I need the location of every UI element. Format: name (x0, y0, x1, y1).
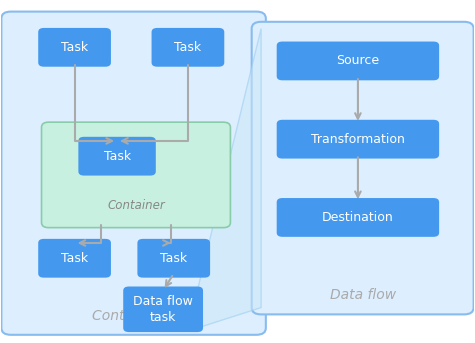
FancyBboxPatch shape (38, 239, 111, 277)
Text: Data flow
task: Data flow task (133, 295, 193, 324)
Text: Container: Container (107, 199, 165, 212)
FancyBboxPatch shape (1, 12, 266, 335)
FancyBboxPatch shape (41, 122, 230, 228)
FancyBboxPatch shape (123, 286, 203, 332)
Text: Source: Source (336, 55, 380, 68)
FancyBboxPatch shape (78, 137, 156, 176)
FancyBboxPatch shape (277, 120, 439, 158)
FancyBboxPatch shape (137, 239, 210, 277)
Text: Task: Task (61, 252, 88, 265)
Text: Control flow: Control flow (92, 309, 175, 323)
Text: Transformation: Transformation (311, 133, 405, 146)
Text: Task: Task (104, 150, 131, 163)
FancyBboxPatch shape (252, 22, 474, 315)
Text: Task: Task (160, 252, 187, 265)
Text: Destination: Destination (322, 211, 394, 224)
Polygon shape (197, 28, 261, 328)
FancyBboxPatch shape (38, 28, 111, 67)
FancyBboxPatch shape (277, 198, 439, 237)
Text: Data flow: Data flow (330, 288, 396, 303)
Text: Task: Task (61, 41, 88, 54)
Text: Task: Task (174, 41, 201, 54)
FancyBboxPatch shape (152, 28, 224, 67)
FancyBboxPatch shape (277, 42, 439, 80)
